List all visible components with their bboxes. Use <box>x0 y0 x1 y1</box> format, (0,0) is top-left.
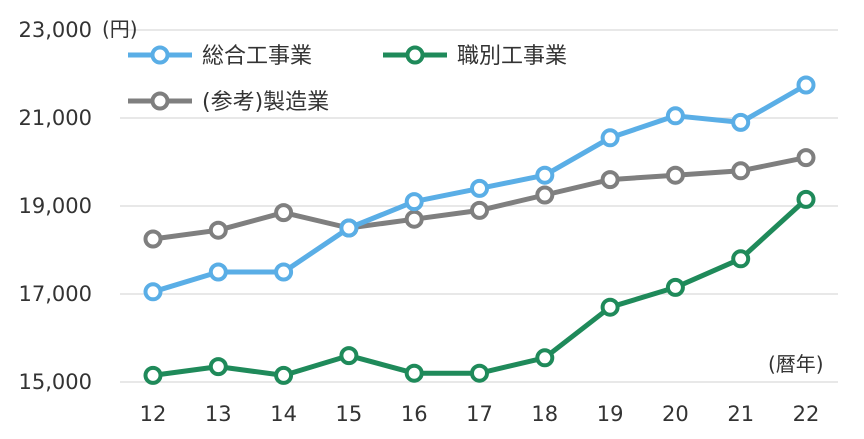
data-point <box>731 249 751 269</box>
data-point <box>404 192 424 212</box>
data-point <box>208 262 228 282</box>
legend-item-2: (参考)製造業 <box>128 90 329 115</box>
data-point <box>339 346 359 366</box>
series-1 <box>143 189 816 385</box>
legend-label: 職別工事業 <box>457 44 567 69</box>
x-tick-label: 16 <box>401 402 428 426</box>
y-tick-label: 23,000 <box>19 18 92 42</box>
legend: 総合工事業 職別工事業 (参考)製造業 <box>128 44 567 115</box>
data-point <box>600 170 620 190</box>
legend-item-1: 職別工事業 <box>383 44 567 69</box>
data-point <box>143 365 163 385</box>
data-point <box>665 106 685 126</box>
data-point <box>470 178 489 198</box>
y-tick-label: 21,000 <box>19 106 92 130</box>
data-point <box>535 348 555 368</box>
data-point <box>535 165 555 185</box>
data-point <box>208 357 228 377</box>
x-tick-label: 12 <box>140 402 167 426</box>
y-tick-label: 15,000 <box>19 370 92 394</box>
x-tick-label: 13 <box>205 402 232 426</box>
data-point <box>796 148 816 168</box>
data-point <box>796 189 816 209</box>
data-point <box>731 161 751 181</box>
series-line <box>152 155 807 242</box>
y-tick-label: 17,000 <box>19 282 92 306</box>
x-tick-label: 17 <box>466 402 493 426</box>
series-lines <box>143 75 816 385</box>
data-point <box>208 220 228 240</box>
data-point <box>274 262 294 282</box>
x-tick-label: 21 <box>727 402 754 426</box>
data-point <box>143 282 163 302</box>
data-point <box>600 297 620 317</box>
data-point <box>665 165 685 185</box>
data-point <box>404 209 424 229</box>
data-point <box>600 128 620 148</box>
x-axis-ticks: 12 13 14 15 16 17 18 19 20 21 22 <box>140 402 820 426</box>
x-tick-label: 15 <box>336 402 363 426</box>
series-line <box>152 197 808 378</box>
x-tick-label: 22 <box>793 402 820 426</box>
legend-swatch-marker <box>150 45 170 65</box>
data-point <box>796 75 816 95</box>
x-axis-unit: (暦年) <box>768 352 824 376</box>
data-point <box>535 185 555 205</box>
legend-label: 総合工事業 <box>202 44 312 69</box>
y-axis-ticks: 15,000 17,000 19,000 21,000 23,000 <box>19 18 92 394</box>
data-point <box>731 112 751 132</box>
data-point <box>665 277 685 297</box>
data-point <box>274 203 294 223</box>
data-point <box>470 363 489 383</box>
x-tick-label: 20 <box>662 402 689 426</box>
legend-swatch-marker <box>150 91 170 111</box>
data-point <box>404 363 424 383</box>
data-point <box>470 200 489 220</box>
x-tick-label: 14 <box>270 402 297 426</box>
legend-swatch-marker <box>405 45 425 65</box>
x-tick-label: 19 <box>597 402 624 426</box>
legend-item-0: 総合工事業 <box>128 44 312 69</box>
series-0 <box>143 75 816 302</box>
data-point <box>143 229 163 249</box>
data-point <box>274 365 294 385</box>
legend-label: (参考)製造業 <box>202 90 329 115</box>
data-point <box>339 218 359 238</box>
series-2 <box>143 148 816 249</box>
y-tick-label: 19,000 <box>19 194 92 218</box>
x-tick-label: 18 <box>531 402 558 426</box>
y-axis-unit: (円) <box>102 17 138 41</box>
